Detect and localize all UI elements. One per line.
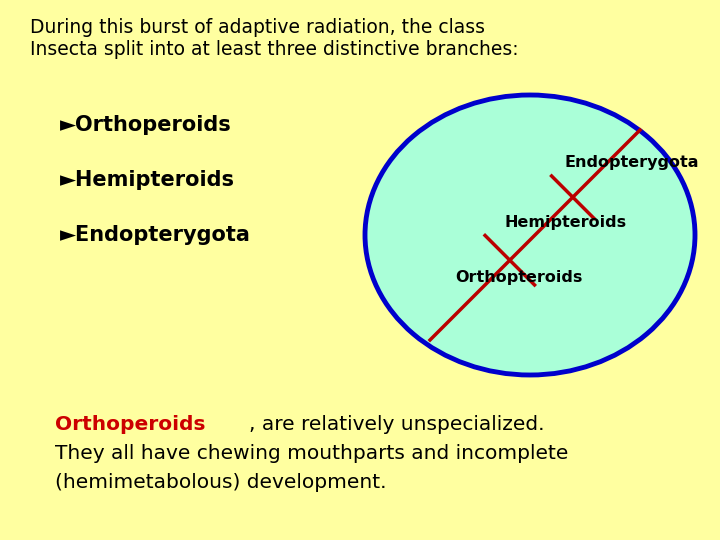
Text: Endopterygota: Endopterygota (565, 155, 700, 170)
Text: Orthoperoids: Orthoperoids (55, 415, 205, 434)
Text: ►Hemipteroids: ►Hemipteroids (60, 170, 235, 190)
Text: ►Endopterygota: ►Endopterygota (60, 225, 251, 245)
Text: ►Orthoperoids: ►Orthoperoids (60, 115, 232, 135)
Text: They all have chewing mouthparts and incomplete: They all have chewing mouthparts and inc… (55, 444, 568, 463)
Text: (hemimetabolous) development.: (hemimetabolous) development. (55, 473, 387, 492)
Text: During this burst of adaptive radiation, the class
Insecta split into at least t: During this burst of adaptive radiation,… (30, 18, 518, 59)
Text: , are relatively unspecialized.: , are relatively unspecialized. (249, 415, 545, 434)
Text: Orthopteroids: Orthopteroids (455, 270, 582, 285)
Ellipse shape (365, 95, 695, 375)
Text: Hemipteroids: Hemipteroids (505, 215, 627, 230)
